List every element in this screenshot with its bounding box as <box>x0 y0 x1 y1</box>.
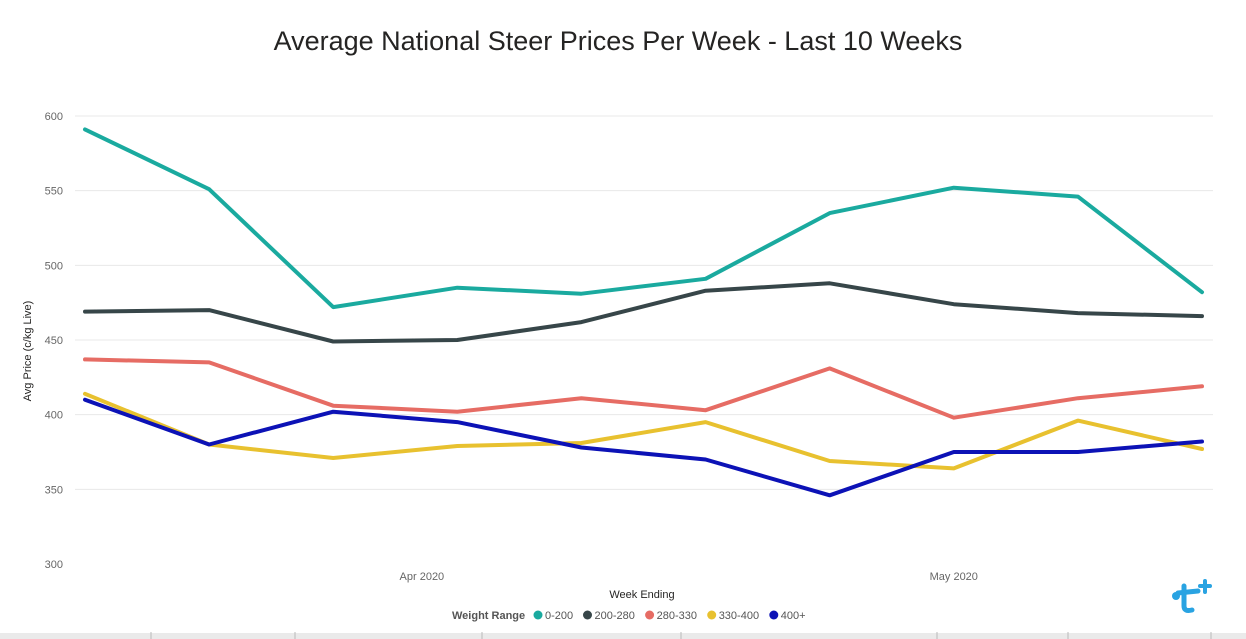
y-tick-label: 600 <box>45 111 63 123</box>
legend-marker-330-400 <box>707 610 717 620</box>
series-line-400+[interactable] <box>83 397 1204 498</box>
y-tick-label: 500 <box>45 260 63 272</box>
bottom-tab-strip <box>0 632 1246 639</box>
y-tick-label: 350 <box>45 484 63 496</box>
legend-marker-400+ <box>769 610 779 620</box>
legend-marker-280-330 <box>645 610 655 620</box>
x-axis-ticks: Apr 2020 May 2020 <box>400 571 978 583</box>
y-axis-title: Avg Price (c/kg Live) <box>22 301 34 402</box>
series-line-280-330[interactable] <box>83 357 1204 420</box>
series-line-0-200[interactable] <box>83 127 1204 310</box>
legend-label-330-400[interactable]: 330-400 <box>719 610 759 622</box>
legend-label-0-200[interactable]: 0-200 <box>545 610 573 622</box>
chart-title: Average National Steer Prices Per Week -… <box>273 26 963 56</box>
y-axis-ticks: 300 350 400 450 500 550 600 <box>45 111 63 571</box>
series-line-200-280[interactable] <box>83 281 1204 344</box>
legend-marker-200-280 <box>583 610 592 620</box>
legend-label-400+[interactable]: 400+ <box>781 610 806 622</box>
series-lines <box>83 127 1204 498</box>
x-axis-title: Week Ending <box>609 589 674 601</box>
x-tick-label: May 2020 <box>930 571 978 583</box>
y-tick-label: 450 <box>45 335 63 347</box>
gridlines <box>75 115 1213 490</box>
legend-label-280-330[interactable]: 280-330 <box>657 610 697 622</box>
series-line-330-400[interactable] <box>83 391 1204 471</box>
x-tick-label: Apr 2020 <box>400 571 445 583</box>
brand-logo-icon <box>1172 579 1212 613</box>
legend-title: Weight Range <box>452 610 525 622</box>
legend-marker-0-200 <box>533 610 543 620</box>
y-tick-label: 300 <box>45 559 63 571</box>
y-tick-label: 550 <box>45 186 63 198</box>
y-tick-label: 400 <box>45 410 63 422</box>
legend-label-200-280[interactable]: 200-280 <box>595 610 635 622</box>
legend: Weight Range 0-200 200-280 280-330 330-400 40… <box>452 610 806 622</box>
